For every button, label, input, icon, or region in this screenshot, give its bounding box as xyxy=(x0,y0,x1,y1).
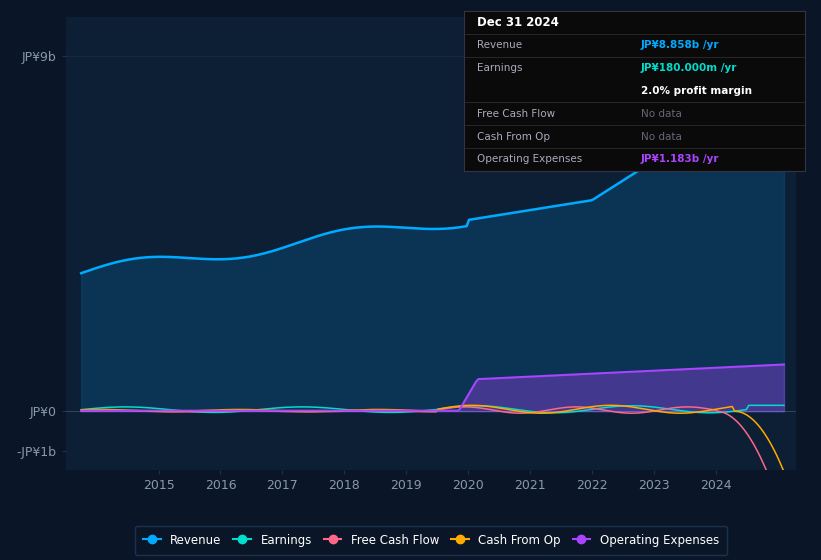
Text: JP¥8.858b /yr: JP¥8.858b /yr xyxy=(641,40,719,50)
Text: JP¥180.000m /yr: JP¥180.000m /yr xyxy=(641,63,737,73)
Text: No data: No data xyxy=(641,109,682,119)
Text: No data: No data xyxy=(641,132,682,142)
Text: Revenue: Revenue xyxy=(478,40,523,50)
Text: Earnings: Earnings xyxy=(478,63,523,73)
Text: Operating Expenses: Operating Expenses xyxy=(478,155,583,165)
Text: Free Cash Flow: Free Cash Flow xyxy=(478,109,556,119)
Legend: Revenue, Earnings, Free Cash Flow, Cash From Op, Operating Expenses: Revenue, Earnings, Free Cash Flow, Cash … xyxy=(135,526,727,555)
Text: Cash From Op: Cash From Op xyxy=(478,132,551,142)
Text: JP¥1.183b /yr: JP¥1.183b /yr xyxy=(641,155,719,165)
Text: 2.0% profit margin: 2.0% profit margin xyxy=(641,86,752,96)
Text: Dec 31 2024: Dec 31 2024 xyxy=(478,16,559,29)
